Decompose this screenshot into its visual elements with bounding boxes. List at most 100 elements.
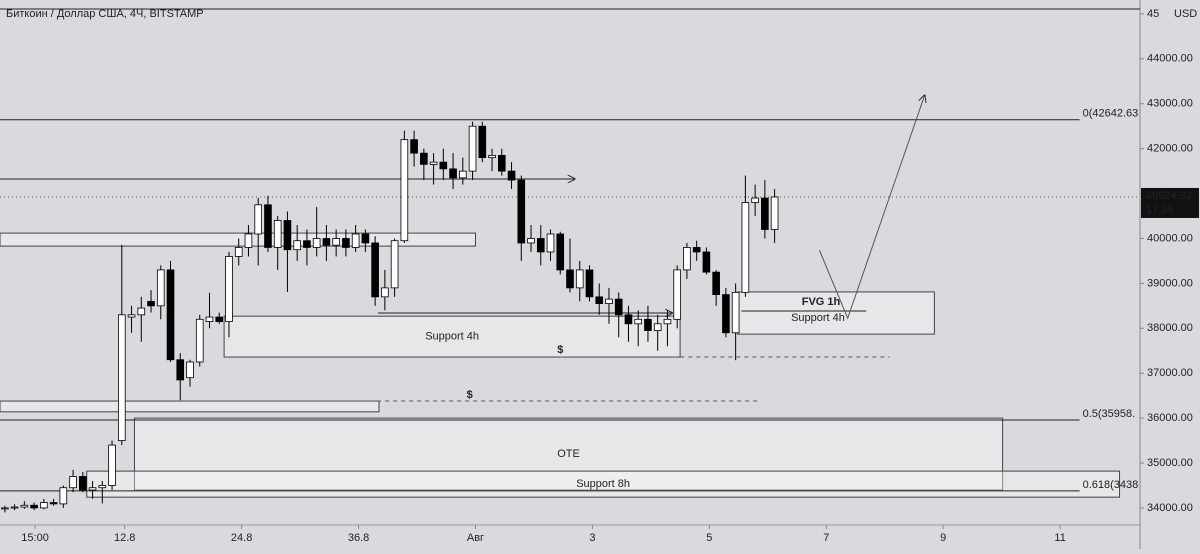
x-tick-label: 11 [1054,532,1065,544]
x-tick-label: Авг [467,532,484,544]
y-tick-label: 37000.00 [1147,367,1193,379]
zone-label: OTE [557,448,580,460]
candle-body [497,154,506,172]
candle-body [322,238,331,246]
candle-body [283,220,292,251]
x-tick-label: 7 [823,532,829,544]
x-tick-label: 24.8 [231,532,252,544]
candle-body [79,476,87,491]
candle-body [176,359,185,381]
candle-body [40,502,48,509]
candle-body [1,507,9,510]
x-tick-label: 5 [706,532,712,544]
candle-body [605,298,613,304]
candle-body [702,251,711,273]
y-tick-label: 42000.00 [1147,143,1193,155]
candle-body [49,502,58,505]
candle-body [400,139,409,242]
candle-body [741,202,750,293]
candle-body [673,269,681,320]
candle-body [517,179,526,244]
candle-body [88,487,97,491]
zone-sublabel: Support 4h [791,312,845,324]
candle-body [332,238,340,246]
candle-body [731,291,740,334]
chart-title: Биткоин / Доллар США, 4Ч, BITSTAMP [6,8,204,20]
candle-body [264,204,272,248]
candle-body [712,271,720,296]
y-tick-label: 34000.00 [1147,502,1193,514]
zone-box [0,400,380,413]
zone-label: Support 4h [425,331,479,343]
y-tick-label: 35000.00 [1147,457,1193,469]
y-tick-label: 44000.00 [1147,53,1193,65]
candle-body [137,307,146,316]
candle-body [614,298,623,316]
zone-box [223,315,681,358]
candle-body [624,314,633,325]
candle-body [751,197,759,203]
candle-body [722,294,730,334]
candle-body [575,269,584,289]
x-tick-label: 9 [940,532,946,544]
candle-body [98,485,107,489]
zone-box [737,291,935,335]
candle-body [156,269,165,307]
candle-body [595,296,604,304]
candle-body [488,154,496,159]
candle-body [303,240,311,248]
price-tag-label: 40924.32 [1146,190,1192,202]
candle-body [108,444,116,486]
candle-body [215,316,224,322]
candle-body [644,318,652,331]
x-tick-label: 12.8 [114,532,135,544]
candle-body [468,125,477,172]
candle-body [20,504,29,508]
y-tick-label: 39000.00 [1147,277,1193,289]
candle-body [205,316,214,322]
candle-body [147,300,155,307]
zone-label: FVG 1h [802,296,841,308]
candle-body [653,323,662,331]
y-tick-label: 38000.00 [1147,322,1193,334]
fib-label: 0.5(35958. [1083,408,1136,420]
candle-body [410,139,418,154]
candle-body [507,170,516,181]
candle-body [351,233,360,248]
candle-body [429,161,438,165]
candle-body [273,220,282,248]
candle-body [634,318,643,325]
candle-body [10,506,19,509]
candle-body [117,314,126,441]
fib-label: 0.618(3438 [1083,479,1139,491]
candle-body [254,204,263,235]
candle-body [69,476,77,489]
candle-body [30,504,38,509]
axis-unit: USD [1174,8,1197,20]
price-tag [1141,187,1199,218]
candle-body [546,233,555,253]
y-tick-label: 43000.00 [1147,98,1193,110]
candle-body [371,242,379,298]
candle-body [195,318,204,363]
candle-body [234,247,243,257]
candle-body [556,233,565,271]
candle-body [342,238,350,248]
y-tick-label: 36000.00 [1147,412,1193,424]
countdown-label: 17:38 [1146,204,1174,216]
candle-body [312,238,321,248]
projection-arrow [818,95,924,320]
candle-body [536,238,545,253]
candle-body [244,233,253,248]
candle-body [459,170,467,179]
x-tick-label: 3 [589,532,595,544]
candle-body [692,247,701,253]
candle-body [293,240,301,251]
zone-label: Support 8h [576,478,630,490]
candle-body [439,161,448,170]
candle-body [166,269,175,361]
candle-body [186,361,194,379]
marker-label: $ [467,389,473,401]
y-tick-label: 40000.00 [1147,232,1193,244]
